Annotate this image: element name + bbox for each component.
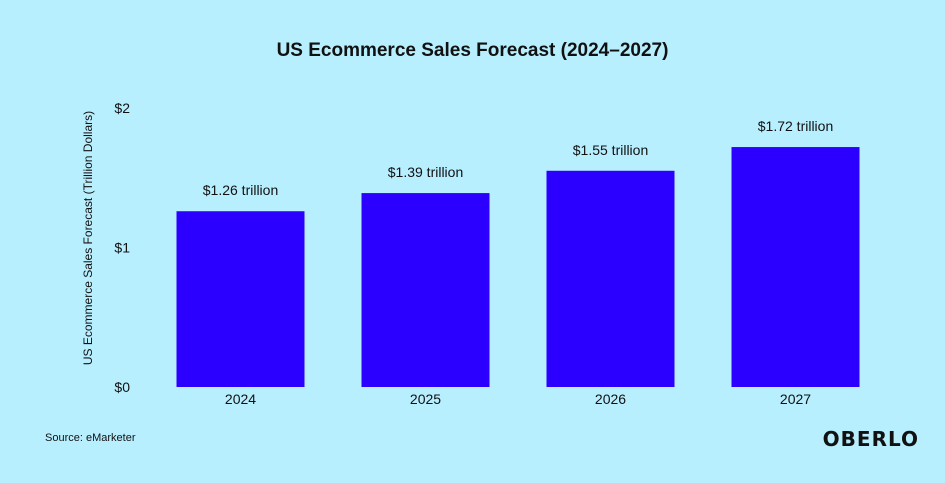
x-axis: 2024 2025 2026 2027 xyxy=(225,391,811,407)
data-label: $1.55 trillion xyxy=(573,142,649,158)
y-tick-label: $1 xyxy=(114,240,130,256)
data-label: $1.39 trillion xyxy=(388,164,464,180)
y-tick-label: $2 xyxy=(114,100,130,116)
y-axis-title: US Ecommerce Sales Forecast (Trillion Do… xyxy=(81,111,95,365)
bar xyxy=(176,211,305,387)
data-labels: $1.26 trillion $1.39 trillion $1.55 trilli… xyxy=(203,118,834,198)
y-axis: $0 $1 $2 xyxy=(114,100,130,395)
x-tick-label: 2024 xyxy=(225,391,256,407)
y-tick-label: $0 xyxy=(114,379,130,395)
x-tick-label: 2027 xyxy=(780,391,811,407)
bar xyxy=(731,147,860,387)
bar xyxy=(361,193,490,387)
bars xyxy=(176,147,860,387)
data-label: $1.26 trillion xyxy=(203,182,279,198)
data-label: $1.72 trillion xyxy=(758,118,834,134)
chart-title: US Ecommerce Sales Forecast (2024–2027) xyxy=(276,40,669,61)
x-tick-label: 2026 xyxy=(595,391,626,407)
bar xyxy=(546,170,675,387)
brand-logo: OBERLO xyxy=(822,427,919,451)
x-tick-label: 2025 xyxy=(410,391,441,407)
source-note: Source: eMarketer xyxy=(45,432,136,444)
